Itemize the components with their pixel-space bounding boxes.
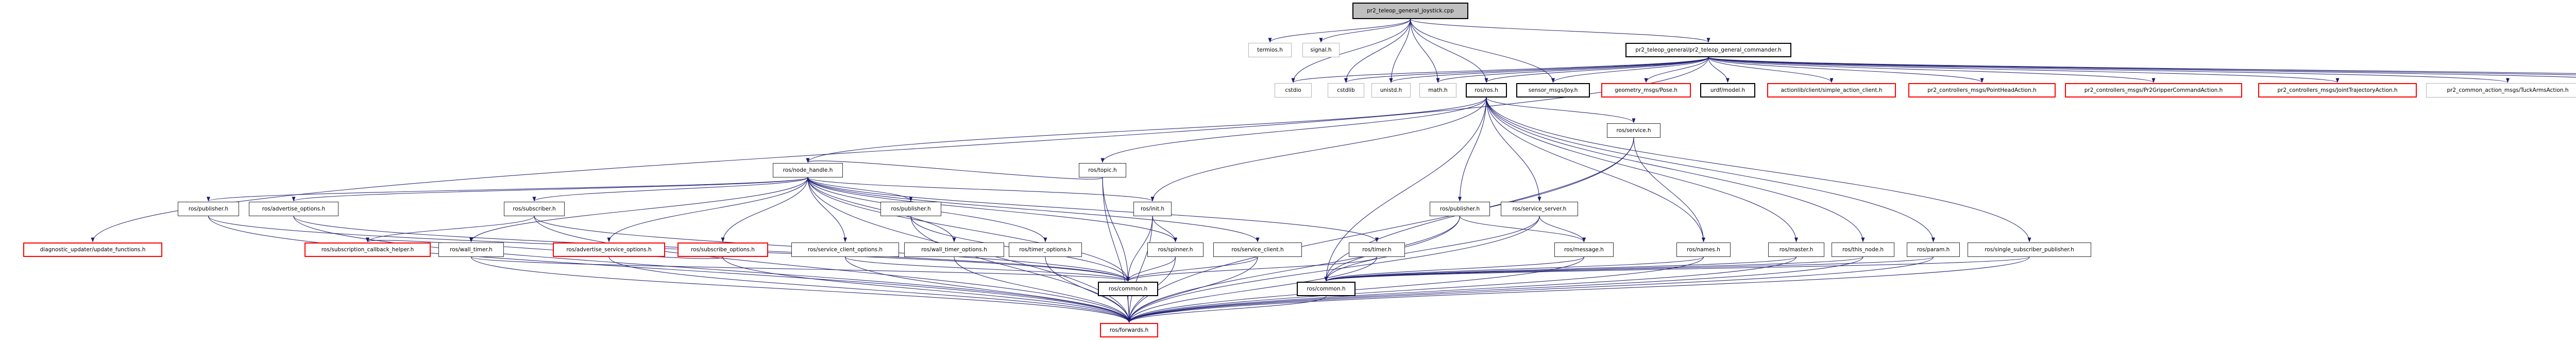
graph-node-common1[interactable]: ros/common.h — [1098, 282, 1158, 296]
graph-node-svcclientopts[interactable]: ros/service_client_options.h — [791, 242, 899, 257]
graph-node-math[interactable]: math.h — [1419, 83, 1456, 98]
graph-node-pub1[interactable]: ros/publisher.h — [178, 202, 239, 216]
graph-node-init[interactable]: ros/init.h — [1133, 202, 1172, 216]
graph-node-actionlib[interactable]: actionlib/client/simple_action_client.h — [1767, 83, 1896, 98]
graph-node-tuckarms[interactable]: pr2_common_action_msgs/TuckArmsAction.h — [2426, 83, 2576, 98]
graph-node-nodehandle[interactable]: ros/node_handle.h — [773, 163, 843, 177]
graph-node-names[interactable]: ros/names.h — [1676, 242, 1731, 257]
graph-node-advopts[interactable]: ros/advertise_options.h — [249, 202, 338, 216]
graph-node-joy[interactable]: sensor_msgs/Joy.h — [1516, 83, 1590, 98]
graph-node-advserviceopts[interactable]: ros/advertise_service_options.h — [553, 242, 665, 257]
graph-node-topic[interactable]: ros/topic.h — [1079, 163, 1126, 177]
graph-node-subcbhelper[interactable]: ros/subscription_callback_helper.h — [304, 242, 431, 257]
graph-node-diag[interactable]: diagnostic_updater/update_functions.h — [23, 242, 162, 257]
graph-node-svcclient[interactable]: ros/service_client.h — [1213, 242, 1302, 257]
graph-node-singlesub[interactable]: ros/single_subscriber_publisher.h — [1968, 242, 2091, 257]
graph-node-pose[interactable]: geometry_msgs/Pose.h — [1601, 83, 1691, 98]
graph-node-timeropts[interactable]: ros/timer_options.h — [1009, 242, 1082, 257]
graph-node-walltimer[interactable]: ros/wall_timer.h — [438, 242, 504, 257]
graph-node-jointtraj[interactable]: pr2_controllers_msgs/JointTrajectoryActi… — [2258, 83, 2417, 98]
graph-node-sub[interactable]: ros/subscriber.h — [504, 202, 565, 216]
graph-node-pointhead[interactable]: pr2_controllers_msgs/PointHeadAction.h — [1908, 83, 2056, 98]
graph-node-termios[interactable]: termios.h — [1248, 43, 1292, 57]
graph-node-param[interactable]: ros/param.h — [1907, 242, 1960, 257]
graph-node-urdf[interactable]: urdf/model.h — [1700, 83, 1755, 98]
graph-node-message[interactable]: ros/message.h — [1554, 242, 1614, 257]
graph-node-cstdlib[interactable]: cstdlib — [1328, 83, 1364, 98]
graph-node-master[interactable]: ros/master.h — [1768, 242, 1824, 257]
graph-node-commander[interactable]: pr2_teleop_general/pr2_teleop_general_co… — [1625, 43, 1791, 57]
graph-node-forwards[interactable]: ros/forwards.h — [1100, 323, 1158, 337]
graph-node-subopts[interactable]: ros/subscribe_options.h — [677, 242, 768, 257]
graph-node-thisnode[interactable]: ros/this_node.h — [1832, 242, 1894, 257]
graph-node-signal[interactable]: signal.h — [1302, 43, 1340, 57]
graph-node-gripper[interactable]: pr2_controllers_msgs/Pr2GripperCommandAc… — [2065, 83, 2242, 98]
graph-node-pub3[interactable]: ros/publisher.h — [1430, 202, 1490, 216]
graph-node-serviceserver[interactable]: ros/service_server.h — [1501, 202, 1578, 216]
graph-node-unistd[interactable]: unistd.h — [1371, 83, 1411, 98]
graph-node-pub2[interactable]: ros/publisher.h — [880, 202, 941, 216]
graph-node-cpp[interactable]: pr2_teleop_general_joystick.cpp — [1352, 3, 1468, 19]
graph-node-service[interactable]: ros/service.h — [1607, 123, 1660, 138]
graph-node-rosros[interactable]: ros/ros.h — [1466, 83, 1507, 98]
graph-node-cstdio[interactable]: cstdio — [1275, 83, 1312, 98]
graph-node-walltimeropts[interactable]: ros/wall_timer_options.h — [904, 242, 1004, 257]
graph-node-spinner[interactable]: ros/spinner.h — [1147, 242, 1204, 257]
graph-node-common2[interactable]: ros/common.h — [1297, 282, 1355, 296]
graph-node-timer[interactable]: ros/timer.h — [1349, 242, 1405, 257]
